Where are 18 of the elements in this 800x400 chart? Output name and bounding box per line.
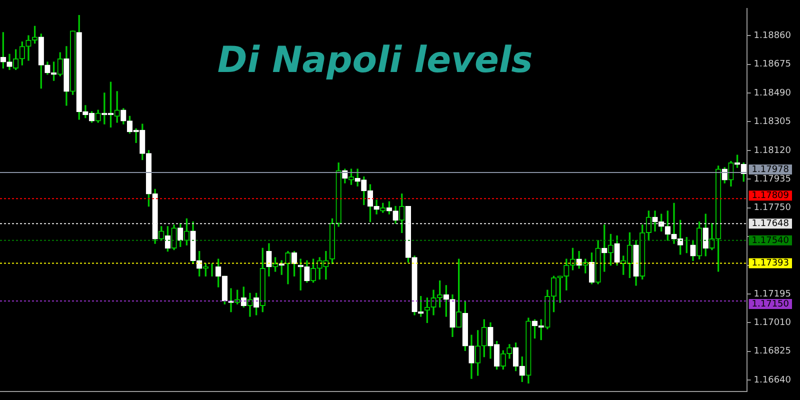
ref-line-label: 1.17978: [752, 164, 790, 175]
y-tick-label: 1.18490: [754, 88, 792, 98]
ref-line-label: 1.17809: [752, 191, 790, 202]
y-tick-label: 1.17195: [754, 289, 791, 300]
y-tick-label: 1.18120: [754, 146, 792, 156]
y-tick-label: 1.16825: [754, 346, 791, 357]
y-tick-label: 1.17935: [754, 174, 791, 184]
y-tick-label: 1.17010: [754, 318, 792, 328]
y-tick-label: 1.18305: [754, 117, 791, 128]
y-tick-label: 1.18675: [754, 60, 791, 70]
ref-line-label: 1.17648: [752, 219, 790, 230]
ref-line-label: 1.17393: [752, 258, 789, 269]
ref-line-label: 1.17540: [752, 236, 790, 246]
ref-line-label: 1.17150: [752, 299, 790, 310]
y-tick-label: 1.16640: [754, 375, 792, 386]
y-tick-label: 1.18860: [754, 30, 792, 41]
text: Di Napoli levels: [216, 40, 534, 81]
y-tick-label: 1.17750: [754, 203, 792, 214]
